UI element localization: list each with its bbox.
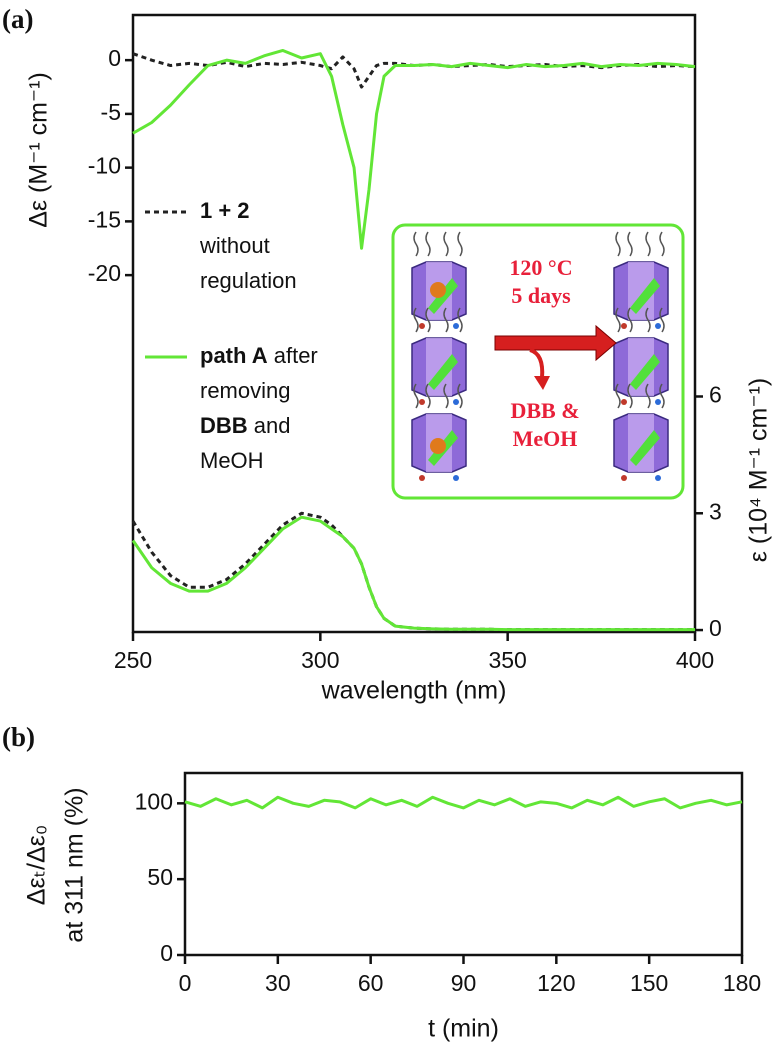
legend-text: and xyxy=(248,413,291,438)
series-line xyxy=(184,795,743,810)
series-line xyxy=(131,515,695,632)
x-axis-label: wavelength (nm) xyxy=(321,677,507,705)
y-axis-label: Δε (M⁻¹ cm⁻¹) xyxy=(25,72,53,228)
x-tick-label: 180 xyxy=(723,970,761,996)
plot-frame xyxy=(131,13,697,634)
y-tick-label: -20 xyxy=(88,260,121,286)
inset-text: 120 °C xyxy=(509,255,572,280)
legend-text: path A xyxy=(200,343,268,368)
y-axis-label: at 311 nm (%) xyxy=(61,787,89,942)
plot: 0 30 60 90 120 150 180 0 50 100 (b) t (min) Δεₜ/Δε₀ a… xyxy=(2,722,761,1042)
y2-tick-label: 3 xyxy=(709,498,722,524)
y-tick-label: -15 xyxy=(88,206,121,232)
y2-axis-label: ε (10⁴ M⁻¹ cm⁻¹) xyxy=(745,378,773,562)
legend-text: removing xyxy=(200,378,290,403)
x-tick-label: 0 xyxy=(179,970,192,996)
legend-text: without xyxy=(199,233,270,258)
legend-text: regulation xyxy=(200,268,297,293)
inset-text: MeOH xyxy=(513,426,578,451)
inset-text: 5 days xyxy=(511,283,571,308)
legend-label: regulation xyxy=(200,268,297,293)
legend-label: without xyxy=(199,233,270,258)
x-tick-label: 400 xyxy=(676,647,714,673)
legend-text: DBB xyxy=(200,413,248,438)
legend-label: MeOH xyxy=(200,448,264,473)
x-tick-label: 300 xyxy=(301,647,339,673)
x-tick-label: 30 xyxy=(265,970,291,996)
x-axis-label: t (min) xyxy=(428,1015,499,1043)
y2-tick-label: 0 xyxy=(709,615,722,641)
y-tick-label: 0 xyxy=(108,45,121,71)
legend-label: 1 + 2 xyxy=(200,198,250,223)
y-tick-label: -10 xyxy=(88,153,121,179)
inset-icons-right xyxy=(613,231,669,482)
inset-text: DBB & xyxy=(510,398,579,423)
series-line xyxy=(132,52,696,89)
legend-text: 1 + 2 xyxy=(200,198,250,223)
panel-label: (b) xyxy=(2,722,35,752)
inset-arrow xyxy=(494,324,617,390)
inset-icons-left xyxy=(411,231,467,482)
series-line xyxy=(132,48,696,250)
x-tick-label: 350 xyxy=(488,647,526,673)
y-axis-label: Δεₜ/Δε₀ xyxy=(23,825,51,905)
legend-label: DBB and xyxy=(200,413,291,438)
x-tick-label: 250 xyxy=(114,647,152,673)
y2-tick-label: 6 xyxy=(709,382,722,408)
legend-text: after xyxy=(268,343,318,368)
x-tick-label: 150 xyxy=(630,970,668,996)
inset: 120 °C 5 days DBB & MeOH xyxy=(391,223,685,500)
x-tick-label: 120 xyxy=(537,970,575,996)
legend-text: MeOH xyxy=(200,448,264,473)
x-tick-label: 60 xyxy=(358,970,384,996)
y-tick-label: 50 xyxy=(147,864,173,890)
legend-label: removing xyxy=(200,378,290,403)
plot: 250 300 350 400 0 -5 -10 -15 -20 0 3 6 1 + 2 without r… xyxy=(2,4,773,704)
x-tick-label: 90 xyxy=(451,970,477,996)
y-tick-label: 0 xyxy=(160,940,173,966)
y-tick-label: -5 xyxy=(101,99,121,125)
panel-label: (a) xyxy=(2,4,33,34)
series-line xyxy=(131,511,695,632)
legend-label: path A after xyxy=(200,343,318,368)
y-tick-label: 100 xyxy=(135,788,173,814)
